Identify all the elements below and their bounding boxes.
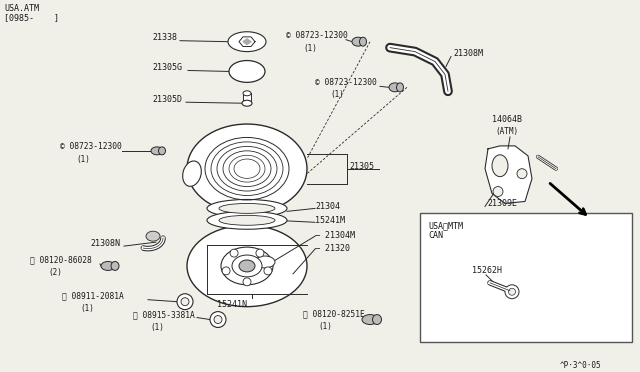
Circle shape <box>222 267 230 275</box>
Text: (1): (1) <box>150 323 164 331</box>
Circle shape <box>509 288 515 295</box>
Ellipse shape <box>207 211 287 229</box>
Circle shape <box>177 294 193 310</box>
Circle shape <box>517 169 527 179</box>
Text: 21338: 21338 <box>152 33 177 42</box>
Text: (1): (1) <box>80 304 94 312</box>
Text: Ⓝ 08911-2081A: Ⓝ 08911-2081A <box>62 291 124 300</box>
Circle shape <box>214 315 222 324</box>
Text: 15241M: 15241M <box>315 216 345 225</box>
Text: 14064B: 14064B <box>492 115 522 124</box>
Text: 15262H: 15262H <box>472 266 502 275</box>
Ellipse shape <box>146 231 160 241</box>
Text: © 08723-12300: © 08723-12300 <box>315 78 377 87</box>
Circle shape <box>243 278 251 286</box>
Ellipse shape <box>219 203 275 214</box>
Text: – 21304M: – 21304M <box>315 231 355 240</box>
Ellipse shape <box>362 315 378 324</box>
Circle shape <box>230 249 238 257</box>
Ellipse shape <box>239 260 255 272</box>
Text: (ATM): (ATM) <box>495 127 518 136</box>
Ellipse shape <box>372 315 381 324</box>
Bar <box>420 214 632 342</box>
Text: 21309E: 21309E <box>487 199 517 208</box>
Ellipse shape <box>242 100 252 106</box>
Circle shape <box>264 267 272 275</box>
Text: ^P·3^0·05: ^P·3^0·05 <box>560 361 602 370</box>
Ellipse shape <box>207 199 287 217</box>
Circle shape <box>256 249 264 257</box>
Text: Ⓑ 08120-8251E: Ⓑ 08120-8251E <box>303 309 365 318</box>
Ellipse shape <box>111 262 119 270</box>
Polygon shape <box>243 39 251 45</box>
Text: Ⓑ 08120-86028: Ⓑ 08120-86028 <box>30 256 92 264</box>
Ellipse shape <box>389 83 401 92</box>
Bar <box>243 93 251 103</box>
Text: 21305D: 21305D <box>152 95 182 104</box>
Ellipse shape <box>187 124 307 214</box>
Circle shape <box>505 285 519 299</box>
Ellipse shape <box>255 256 275 268</box>
Ellipse shape <box>219 215 275 225</box>
Circle shape <box>181 298 189 306</box>
Polygon shape <box>485 146 532 203</box>
Ellipse shape <box>232 255 262 277</box>
Ellipse shape <box>397 83 403 92</box>
Ellipse shape <box>352 37 364 46</box>
Text: (1): (1) <box>303 44 317 53</box>
Circle shape <box>210 312 226 327</box>
Text: 21308N: 21308N <box>90 238 120 248</box>
Text: 21305G: 21305G <box>152 63 182 72</box>
Ellipse shape <box>229 61 265 82</box>
Ellipse shape <box>221 247 273 285</box>
Text: USA：MTM: USA：MTM <box>428 221 463 230</box>
Ellipse shape <box>159 147 166 155</box>
Ellipse shape <box>492 155 508 177</box>
Text: – 21320: – 21320 <box>315 244 350 253</box>
Text: 21304: 21304 <box>315 202 340 211</box>
Circle shape <box>493 187 503 196</box>
Text: © 08723-12300: © 08723-12300 <box>60 142 122 151</box>
Text: 21308M: 21308M <box>453 49 483 58</box>
Text: (1): (1) <box>76 155 90 164</box>
Text: 21305: 21305 <box>349 162 374 171</box>
Text: (2): (2) <box>48 268 62 277</box>
Text: USA.ATM: USA.ATM <box>4 4 39 13</box>
Ellipse shape <box>151 147 163 155</box>
Text: 15241N: 15241N <box>217 300 247 309</box>
Text: ⓜ 08915-3381A: ⓜ 08915-3381A <box>133 310 195 319</box>
Ellipse shape <box>101 262 115 270</box>
Ellipse shape <box>182 161 202 186</box>
Ellipse shape <box>360 37 367 46</box>
Ellipse shape <box>243 91 251 96</box>
Ellipse shape <box>187 225 307 307</box>
Text: © 08723-12300: © 08723-12300 <box>286 31 348 40</box>
Text: CAN: CAN <box>428 231 443 240</box>
Text: (1): (1) <box>330 90 344 99</box>
Ellipse shape <box>228 32 266 52</box>
Text: (1): (1) <box>318 321 332 331</box>
Text: [0985-    ]: [0985- ] <box>4 13 59 22</box>
Polygon shape <box>239 37 255 46</box>
